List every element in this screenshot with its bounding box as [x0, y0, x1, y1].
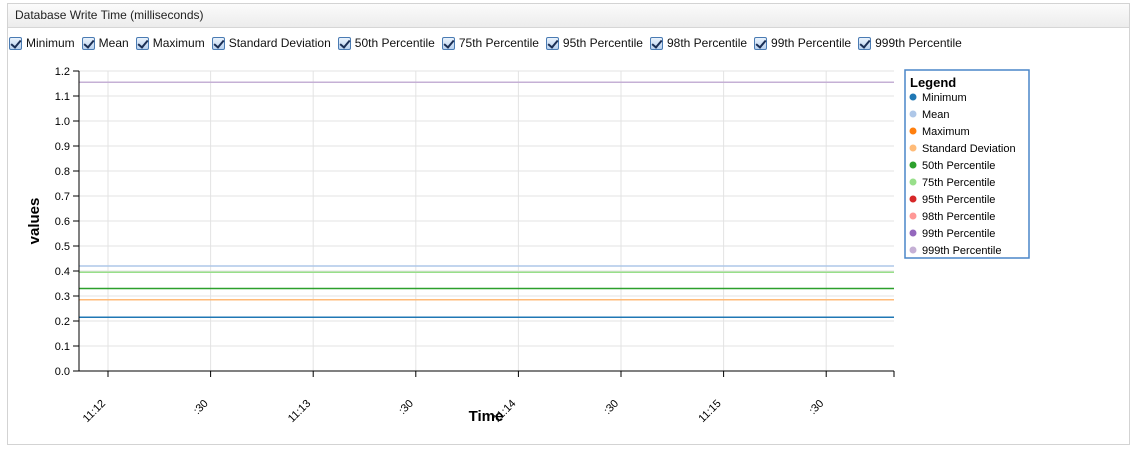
x-tick-label: 11:13	[286, 398, 313, 425]
y-tick-label: 0.0	[55, 366, 70, 378]
checkbox-minimum[interactable]	[9, 36, 22, 50]
axes: 0.0 0.1 0.2 0.3 0.4 0.5 0.6 0.7 0.8 0.9 1.0 1.1 1.2 1…	[26, 66, 895, 425]
legend-marker-98th-percentile	[909, 212, 917, 220]
legend: Legend Minimum Mean Maximum Standard Deviati…	[904, 69, 1030, 259]
toggle-50th-percentile[interactable]: 50th Percentile	[337, 36, 435, 50]
legend-marker-999th-percentile	[909, 246, 917, 254]
y-tick-label: 0.9	[55, 141, 70, 153]
legend-marker-75th-percentile	[909, 178, 917, 186]
toggle-label: 98th Percentile	[666, 36, 748, 50]
y-tick-label: 0.4	[55, 266, 70, 278]
legend-label: 98th Percentile	[922, 211, 995, 223]
legend-marker-99th-percentile	[909, 229, 917, 237]
y-tick-label: 0.3	[55, 291, 70, 303]
legend-label: Minimum	[922, 92, 967, 104]
x-tick-label: :30	[602, 398, 621, 417]
legend-marker-mean	[909, 110, 917, 118]
x-tick-label: 11:12	[81, 398, 108, 425]
legend-label: 999th Percentile	[922, 245, 1002, 257]
toggle-label: 95th Percentile	[562, 36, 643, 50]
legend-label: Maximum	[922, 126, 970, 138]
toggle-75th-percentile[interactable]: 75th Percentile	[441, 36, 539, 50]
x-axis-title: Time	[469, 408, 504, 425]
toggle-label: 50th Percentile	[354, 36, 435, 50]
toggle-maximum[interactable]: Maximum	[135, 36, 205, 50]
checkbox-maximum[interactable]	[135, 36, 149, 50]
y-tick-label: 0.6	[55, 216, 70, 228]
series-toggle-bar: Minimum Mean Maximum Standard Deviation 50th…	[9, 35, 969, 51]
legend-marker-maximum	[909, 127, 917, 135]
toggle-label: 99th Percentile	[771, 36, 852, 50]
x-tick-label: 11:15	[696, 398, 723, 425]
y-tick-label: 1.1	[55, 91, 70, 103]
legend-label: Standard Deviation	[922, 143, 1016, 155]
toggle-label: 75th Percentile	[458, 36, 539, 50]
checkbox-98th-percentile[interactable]	[649, 36, 663, 50]
legend-label: 99th Percentile	[922, 228, 995, 240]
legend-marker-minimum	[909, 93, 917, 101]
legend-marker-95th-percentile	[909, 195, 917, 203]
y-tick-label: 0.2	[55, 316, 70, 328]
y-tick-label: 0.8	[55, 166, 70, 178]
checkbox-75th-percentile[interactable]	[441, 36, 455, 50]
toggle-label: Standard Deviation	[228, 36, 331, 50]
toggle-label: Maximum	[152, 36, 205, 50]
x-tick-label: :30	[191, 398, 210, 417]
checkbox-95th-percentile[interactable]	[545, 36, 559, 50]
x-tick-label: :30	[807, 398, 826, 417]
checkbox-999th-percentile[interactable]	[858, 36, 872, 50]
toggle-label: Mean	[98, 36, 129, 50]
toggle-mean[interactable]: Mean	[81, 36, 129, 50]
toggle-98th-percentile[interactable]: 98th Percentile	[649, 36, 748, 50]
toggle-99th-percentile[interactable]: 99th Percentile	[754, 36, 851, 50]
y-tick-label: 1.2	[55, 66, 70, 78]
x-tick-label: :30	[397, 398, 416, 417]
legend-label: 75th Percentile	[922, 177, 995, 189]
legend-title: Legend	[910, 75, 956, 90]
legend-label: Mean	[922, 109, 950, 121]
grid	[79, 70, 894, 372]
series-lines	[79, 81, 894, 319]
toggle-999th-percentile[interactable]: 999th Percentile	[858, 36, 962, 50]
checkbox-standard-deviation[interactable]	[211, 36, 225, 50]
legend-box	[904, 69, 1030, 259]
checkbox-50th-percentile[interactable]	[337, 36, 351, 50]
legend-label: 50th Percentile	[922, 160, 995, 172]
panel-title: Database Write Time (milliseconds)	[8, 4, 1129, 28]
legend-marker-standard-deviation	[909, 144, 917, 152]
toggle-95th-percentile[interactable]: 95th Percentile	[545, 36, 643, 50]
toggle-minimum[interactable]: Minimum	[9, 36, 75, 50]
toggle-label: Minimum	[26, 36, 75, 50]
legend-label: 95th Percentile	[922, 194, 995, 206]
y-tick-label: 0.7	[55, 191, 70, 203]
y-tick-label: 0.1	[55, 341, 70, 353]
legend-marker-50th-percentile	[909, 161, 917, 169]
toggle-label: 999th Percentile	[875, 36, 962, 50]
toggle-standard-deviation[interactable]: Standard Deviation	[211, 36, 331, 50]
y-tick-label: 0.5	[55, 241, 70, 253]
checkbox-99th-percentile[interactable]	[754, 36, 768, 50]
y-axis-title: values	[26, 198, 43, 245]
y-tick-label: 1.0	[55, 116, 70, 128]
checkbox-mean[interactable]	[81, 36, 95, 50]
